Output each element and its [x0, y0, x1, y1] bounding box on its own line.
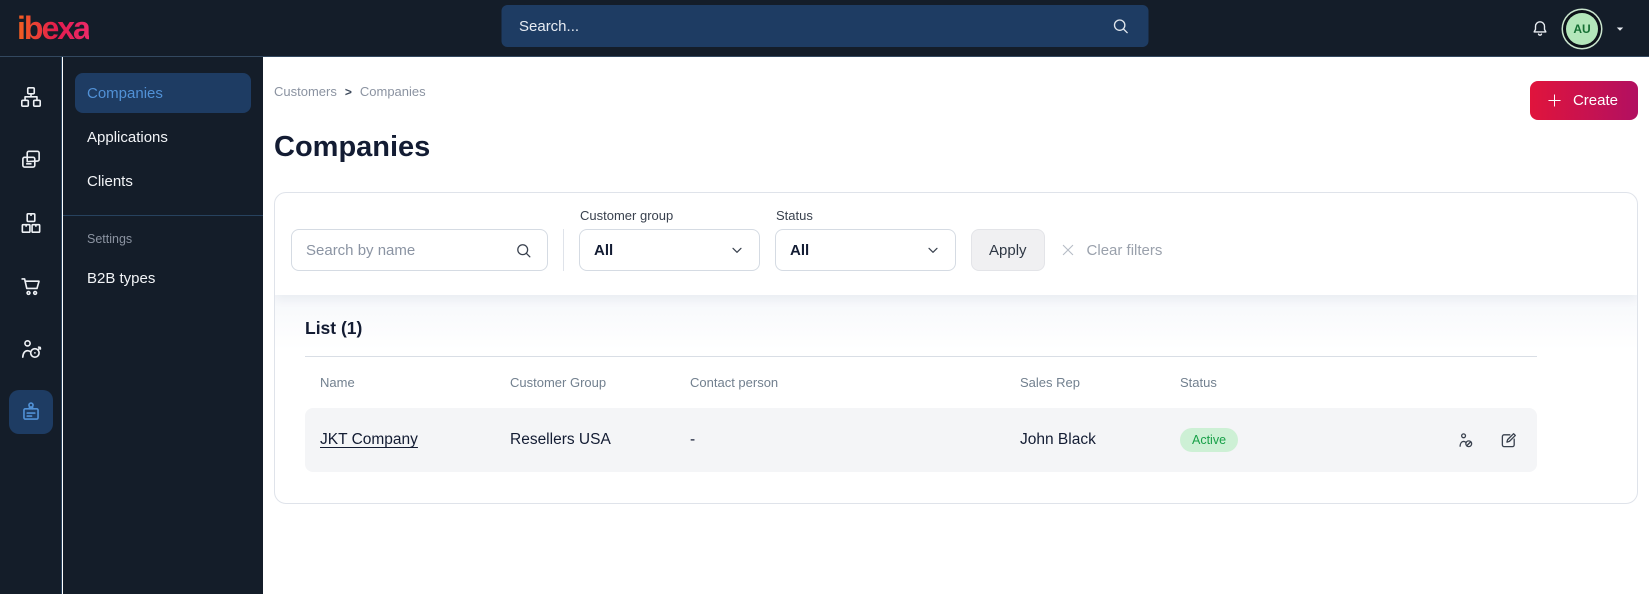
column-header-contact-person: Contact person: [690, 375, 779, 390]
user-menu-caret-icon[interactable]: [1613, 22, 1627, 36]
block-user-icon[interactable]: [1455, 430, 1476, 451]
global-search[interactable]: [501, 5, 1148, 47]
cart-icon[interactable]: [9, 264, 53, 308]
chevron-down-icon: [729, 242, 745, 258]
breadcrumb-companies: Companies: [359, 84, 426, 99]
sidebar-item-applications[interactable]: Applications: [87, 128, 168, 146]
search-by-name-field[interactable]: [291, 229, 548, 271]
breadcrumb-customers[interactable]: Customers: [274, 84, 337, 99]
status-label: Status: [776, 208, 813, 223]
clear-filters-label: Clear filters: [1086, 241, 1163, 259]
topbar-actions: AU: [1529, 0, 1627, 57]
user-avatar[interactable]: AU: [1566, 12, 1598, 45]
table-row: JKT Company Resellers USA - John Black A…: [305, 408, 1537, 472]
status-value: All: [790, 241, 810, 259]
audience-target-icon[interactable]: [9, 327, 53, 371]
column-header-name: Name: [320, 375, 355, 390]
status-select[interactable]: All: [775, 229, 956, 271]
customer-group-label: Customer group: [580, 208, 674, 223]
list-title: List (1): [305, 318, 363, 338]
create-button-label: Create: [1572, 92, 1618, 109]
customer-badge-icon[interactable]: [8, 390, 53, 434]
status-filter: Status All: [775, 208, 956, 271]
topbar: ibexa AU: [0, 0, 1649, 57]
settings-section-label: Settings: [87, 232, 133, 246]
filter-divider: [563, 229, 564, 271]
clear-filters-button[interactable]: Clear filters: [1060, 241, 1163, 259]
companies-card: Customer group All Status All: [274, 192, 1638, 504]
column-header-sales-rep: Sales Rep: [1020, 375, 1080, 390]
company-name-link[interactable]: JKT Company: [320, 431, 418, 448]
chevron-down-icon: [925, 242, 941, 258]
filter-bar: Customer group All Status All: [275, 193, 1637, 295]
column-header-status: Status: [1180, 375, 1217, 390]
cell-contact-person: -: [690, 431, 696, 448]
pages-icon[interactable]: [9, 138, 53, 182]
search-icon[interactable]: [1110, 16, 1130, 36]
cell-customer-group: Resellers USA: [510, 431, 611, 448]
search-icon: [514, 241, 533, 260]
breadcrumb: Customers > Companies: [274, 57, 1638, 99]
list-divider: [305, 356, 1537, 357]
row-actions: [1440, 430, 1537, 451]
sidebar-menu: Companies Applications Clients Settings …: [63, 57, 263, 594]
cell-sales-rep: John Black: [1020, 431, 1096, 448]
notifications-bell-icon[interactable]: [1529, 18, 1551, 40]
list-section: List (1) Name Customer Group Contact per…: [275, 295, 1637, 472]
sidebar-item-clients[interactable]: Clients: [87, 172, 133, 190]
sidebar-item-b2b-types[interactable]: B2B types: [87, 269, 156, 287]
ibexa-logo[interactable]: ibexa: [17, 10, 91, 46]
close-icon: [1060, 242, 1076, 258]
page-title: Companies: [274, 131, 431, 163]
status-badge: Active: [1180, 428, 1239, 452]
global-search-input[interactable]: [519, 17, 1110, 35]
column-header-customer-group: Customer Group: [510, 375, 607, 390]
main-content: Customers > Companies Create Companies: [263, 57, 1649, 594]
edit-icon[interactable]: [1498, 430, 1519, 451]
plus-icon: [1546, 92, 1563, 109]
customer-group-filter: Customer group All: [579, 208, 760, 271]
apply-button[interactable]: Apply: [971, 229, 1045, 271]
table-header: Name Customer Group Contact person Sales…: [305, 357, 1537, 408]
icon-rail: [0, 57, 62, 594]
products-icon[interactable]: [9, 201, 53, 245]
create-button[interactable]: Create: [1529, 81, 1638, 120]
search-by-name-input[interactable]: [306, 241, 514, 259]
menu-divider: [63, 215, 263, 216]
customer-group-value: All: [594, 241, 614, 259]
breadcrumb-separator: >: [344, 84, 352, 99]
customer-group-select[interactable]: All: [579, 229, 760, 271]
sidebar-item-companies[interactable]: Companies: [75, 73, 251, 113]
content-tree-icon[interactable]: [9, 75, 53, 119]
